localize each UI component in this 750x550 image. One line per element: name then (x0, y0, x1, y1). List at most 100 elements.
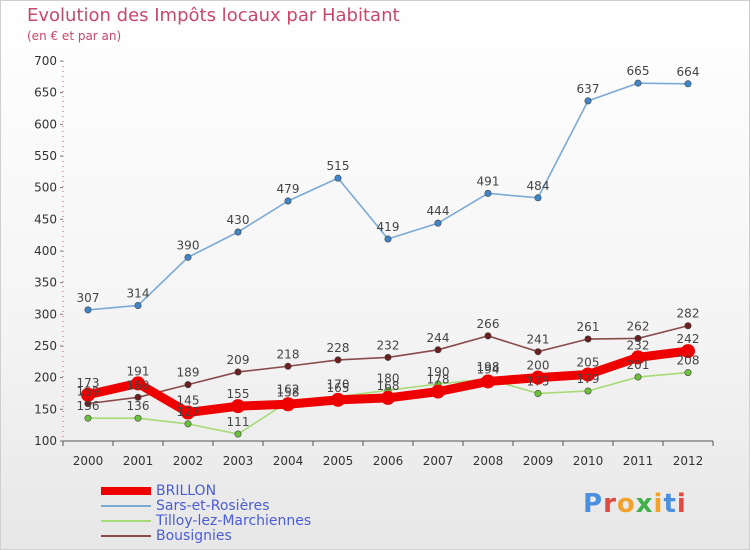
x-tick-label: 2012 (673, 454, 704, 468)
legend-label: Sars-et-Rosières (156, 498, 270, 514)
x-tick-label: 2007 (423, 454, 454, 468)
x-tick-label: 2010 (573, 454, 604, 468)
legend-label: Bousignies (156, 528, 232, 544)
data-label-bousignies: 262 (627, 319, 650, 333)
data-point-bousignies (584, 335, 592, 343)
y-tick-label: 150 (34, 402, 57, 416)
data-point-tilloy-lez-marchiennes (84, 414, 92, 422)
data-label-bousignies: 266 (477, 317, 500, 331)
data-label-bousignies: 189 (177, 366, 200, 380)
y-tick-label: 200 (34, 371, 57, 385)
data-point-sars-et-rosieres (334, 174, 342, 182)
x-tick-label: 2000 (73, 454, 104, 468)
data-label-bousignies: 209 (227, 353, 250, 367)
data-point-sars-et-rosieres (484, 189, 492, 197)
series-line-sars-et-rosieres (87, 82, 689, 311)
data-point-tilloy-lez-marchiennes (534, 389, 542, 397)
data-label-tilloy-lez-marchiennes: 201 (627, 358, 650, 372)
data-point-bousignies (184, 381, 192, 389)
proxiti-logo: Proxiti (583, 489, 687, 519)
logo-letter: x (635, 489, 654, 519)
data-point-bousignies (384, 353, 392, 361)
data-label-sars-et-rosieres: 665 (627, 64, 650, 78)
data-label-tilloy-lez-marchiennes: 175 (527, 375, 550, 389)
data-label-tilloy-lez-marchiennes: 180 (377, 371, 400, 385)
data-point-brillon (581, 367, 595, 382)
x-tick-label: 2011 (623, 454, 654, 468)
data-point-tilloy-lez-marchiennes (634, 373, 642, 381)
logo-letter: t (663, 489, 677, 519)
logo-letter: i (676, 489, 687, 519)
data-point-brillon (381, 390, 395, 405)
data-label-sars-et-rosieres: 491 (477, 174, 500, 188)
data-point-sars-et-rosieres (534, 194, 542, 202)
data-point-brillon (331, 392, 345, 407)
data-point-brillon (181, 405, 195, 420)
data-label-tilloy-lez-marchiennes: 179 (577, 372, 600, 386)
data-label-brillon: 191 (127, 364, 150, 378)
x-tick-label: 2003 (223, 454, 254, 468)
data-point-brillon (631, 350, 645, 365)
x-tick-label: 2001 (123, 454, 154, 468)
data-point-sars-et-rosieres (434, 219, 442, 227)
data-label-brillon: 205 (577, 356, 600, 370)
data-point-tilloy-lez-marchiennes (184, 420, 192, 428)
logo-letter: o (616, 489, 636, 519)
data-point-brillon (81, 387, 95, 402)
data-point-sars-et-rosieres (184, 253, 192, 261)
y-tick-label: 550 (34, 149, 57, 163)
data-label-sars-et-rosieres: 444 (427, 204, 450, 218)
data-label-tilloy-lez-marchiennes: 136 (77, 399, 100, 413)
data-label-tilloy-lez-marchiennes: 127 (177, 405, 200, 419)
data-point-bousignies (284, 362, 292, 370)
legend-swatch (101, 505, 151, 507)
y-tick-label: 650 (34, 86, 57, 100)
data-label-sars-et-rosieres: 664 (677, 65, 700, 79)
y-tick-label: 400 (34, 244, 57, 258)
logo-letter: r (603, 489, 617, 519)
data-point-sars-et-rosieres (84, 306, 92, 314)
data-label-brillon: 168 (377, 379, 400, 393)
legend-swatch (101, 535, 151, 537)
data-point-sars-et-rosieres (634, 79, 642, 87)
x-tick-label: 2006 (373, 454, 404, 468)
data-label-bousignies: 169 (127, 378, 150, 392)
data-point-brillon (681, 344, 695, 359)
data-label-sars-et-rosieres: 479 (277, 182, 300, 196)
data-point-sars-et-rosieres (584, 97, 592, 105)
data-label-sars-et-rosieres: 307 (77, 291, 100, 305)
data-label-bousignies: 218 (277, 347, 300, 361)
data-label-tilloy-lez-marchiennes: 208 (677, 354, 700, 368)
data-point-bousignies (634, 334, 642, 342)
data-point-sars-et-rosieres (234, 228, 242, 236)
data-point-bousignies (484, 332, 492, 340)
data-label-tilloy-lez-marchiennes: 190 (427, 365, 450, 379)
y-tick-label: 600 (34, 117, 57, 131)
data-label-layer: 307 314 390 430 479 515 419 444 491 484 637 665 664 1… (77, 64, 700, 429)
data-label-bousignies: 159 (77, 385, 100, 399)
data-label-tilloy-lez-marchiennes: 170 (327, 378, 350, 392)
data-label-bousignies: 282 (677, 307, 700, 321)
chart-title: Evolution des Impôts locaux par Habitant (27, 5, 400, 26)
data-point-tilloy-lez-marchiennes (234, 430, 242, 438)
line-chart: 100 150 200 250 300 350 400 450 500 550 600 650 700 2… (34, 54, 714, 468)
data-point-sars-et-rosieres (684, 80, 692, 88)
data-point-bousignies (534, 348, 542, 356)
data-label-brillon: 165 (327, 381, 350, 395)
y-tick-label: 700 (34, 54, 57, 68)
data-label-brillon: 155 (227, 387, 250, 401)
data-label-brillon: 242 (677, 332, 700, 346)
x-tick-label: 2008 (473, 454, 504, 468)
x-tick-label: 2004 (273, 454, 304, 468)
y-tick-label: 250 (34, 339, 57, 353)
data-label-sars-et-rosieres: 637 (577, 82, 600, 96)
data-point-bousignies (684, 322, 692, 330)
data-point-brillon (131, 376, 145, 391)
data-label-tilloy-lez-marchiennes: 136 (127, 399, 150, 413)
y-tick-label: 100 (34, 434, 57, 448)
data-label-sars-et-rosieres: 314 (127, 286, 150, 300)
data-label-bousignies: 241 (527, 333, 550, 347)
y-tick-label: 500 (34, 181, 57, 195)
data-point-sars-et-rosieres (134, 301, 142, 309)
